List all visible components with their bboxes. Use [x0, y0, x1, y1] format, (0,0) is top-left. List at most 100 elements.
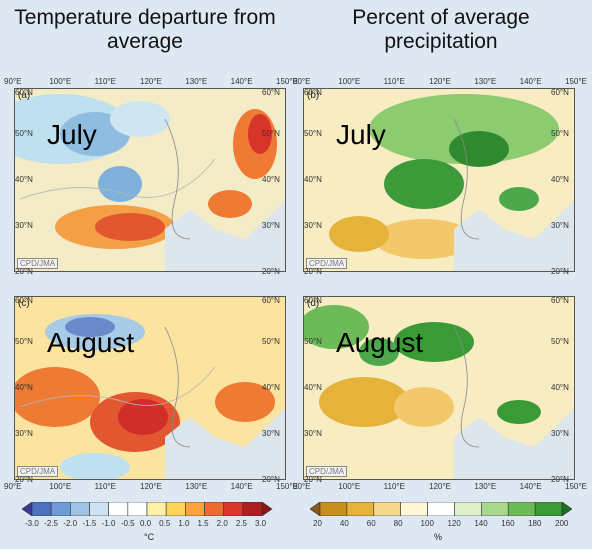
colorbar-segment — [185, 501, 205, 517]
latitude-tick: 20°N — [262, 475, 280, 484]
colorbar-arrow-low — [21, 501, 33, 517]
colorbar-tick-label: 20 — [313, 519, 322, 528]
cool-anomaly-region — [60, 453, 130, 479]
longitude-tick: 140°E — [519, 77, 542, 86]
colorbar-segment — [70, 501, 90, 517]
colorbar-segment — [319, 501, 348, 517]
dry-anomaly-region — [374, 219, 474, 259]
latitude-tick: 60°N — [304, 296, 322, 305]
colorbar-tick-label: -1.5 — [82, 519, 97, 528]
wet-anomaly-region — [394, 322, 474, 362]
latitude-tick: 30°N — [551, 429, 569, 438]
latitude-tick: 50°N — [551, 129, 569, 138]
colorbar-tick-label: 80 — [393, 519, 403, 528]
colorbar-segment — [507, 501, 536, 517]
latitude-tick: 50°N — [262, 337, 280, 346]
latitude-tick: 60°N — [262, 88, 280, 97]
warm-anomaly-region — [215, 382, 275, 422]
colorbar-segment — [454, 501, 482, 517]
latitude-tick: 40°N — [262, 175, 280, 184]
longitude-tick: 140°E — [230, 482, 253, 491]
latitude-tick: 50°N — [304, 337, 322, 346]
longitude-tick: 150°E — [276, 77, 298, 86]
coastline — [164, 326, 191, 448]
warm-anomaly-region — [118, 399, 168, 435]
wet-anomaly-region — [384, 159, 464, 209]
country-border — [19, 158, 216, 200]
colorbar-segment — [127, 501, 148, 517]
precipitation-colorbar-graphic — [309, 501, 573, 517]
colorbar-tick-label: -1.0 — [101, 519, 116, 528]
temperature-colorbar-graphic — [21, 501, 273, 517]
colorbar-tick-label: -0.5 — [120, 519, 135, 528]
colorbar-segment — [204, 501, 224, 517]
panel-letter: (b) — [307, 90, 320, 101]
colorbar-arrow-high — [561, 501, 573, 517]
latitude-tick: 60°N — [15, 296, 33, 305]
colorbar-segment — [108, 501, 129, 517]
colorbar-segment — [427, 501, 455, 517]
latitude-tick: 40°N — [551, 175, 569, 184]
colorbar-segment — [146, 501, 167, 517]
temp-august-map — [15, 297, 285, 479]
latitude-tick: 20°N — [262, 267, 280, 276]
month-label: July — [336, 119, 386, 150]
latitude-tick: 50°N — [551, 337, 569, 346]
latitude-tick: 20°N — [15, 267, 33, 276]
cool-anomaly-region — [98, 166, 142, 202]
wet-anomaly-region — [497, 400, 541, 424]
credit-label: CPD/JMA — [17, 258, 59, 269]
colorbar-tick-label: -2.0 — [63, 519, 78, 528]
warm-anomaly-region — [248, 114, 272, 154]
sea-area — [165, 408, 285, 479]
longitude-tick: 130°E — [185, 482, 208, 491]
panel-letter: (a) — [18, 90, 31, 101]
latitude-tick: 40°N — [262, 383, 280, 392]
latitude-tick: 40°N — [304, 383, 322, 392]
colorbar-arrow-high — [261, 501, 273, 517]
latitude-tick: 20°N — [15, 475, 33, 484]
longitude-tick: 110°E — [94, 77, 116, 86]
latitude-tick: 30°N — [262, 221, 280, 230]
coastline — [453, 326, 480, 448]
latitude-tick: 30°N — [551, 221, 569, 230]
month-label: August — [47, 327, 135, 358]
colorbar-tick-label: 160 — [501, 519, 515, 528]
longitude-tick: 90°E — [293, 77, 311, 86]
colorbar-tick-label: 3.0 — [255, 519, 267, 528]
sea-area — [454, 408, 574, 479]
latitude-tick: 30°N — [15, 221, 33, 230]
coastline — [453, 118, 480, 240]
colorbar-tick-label: 2.0 — [216, 519, 228, 528]
latitude-tick: 50°N — [15, 129, 33, 138]
latitude-tick: 60°N — [15, 88, 33, 97]
sea-area — [165, 200, 285, 271]
colorbar-tick-label: -2.5 — [44, 519, 58, 528]
latitude-tick: 40°N — [15, 175, 33, 184]
longitude-tick: 150°E — [565, 482, 587, 491]
credit-label: CPD/JMA — [17, 466, 59, 477]
panel-letter: (d) — [307, 298, 320, 309]
latitude-tick: 20°N — [304, 475, 322, 484]
temperature-colorbar — [21, 501, 273, 517]
panel-letter: (c) — [18, 298, 30, 309]
longitude-tick: 150°E — [276, 482, 298, 491]
colorbar-segment — [242, 501, 263, 517]
longitude-tick: 100°E — [338, 482, 361, 491]
panel-temp-july: (a) July CPD/JMA — [14, 88, 286, 272]
coastline — [164, 118, 191, 240]
longitude-tick: 130°E — [474, 482, 497, 491]
longitude-tick: 130°E — [185, 77, 208, 86]
longitude-tick: 90°E — [4, 482, 22, 491]
precipitation-column-title: Percent of average precipitation — [352, 6, 530, 53]
latitude-tick: 50°N — [304, 129, 322, 138]
colorbar-segment — [481, 501, 509, 517]
colorbar-segment — [89, 501, 109, 517]
colorbar-segment — [400, 501, 428, 517]
longitude-tick: 110°E — [383, 77, 405, 86]
colorbar-segment — [373, 501, 401, 517]
temperature-unit: °C — [144, 532, 155, 542]
longitude-tick: 100°E — [49, 77, 72, 86]
colorbar-tick-label: 40 — [339, 519, 349, 528]
longitude-tick: 120°E — [140, 482, 162, 491]
